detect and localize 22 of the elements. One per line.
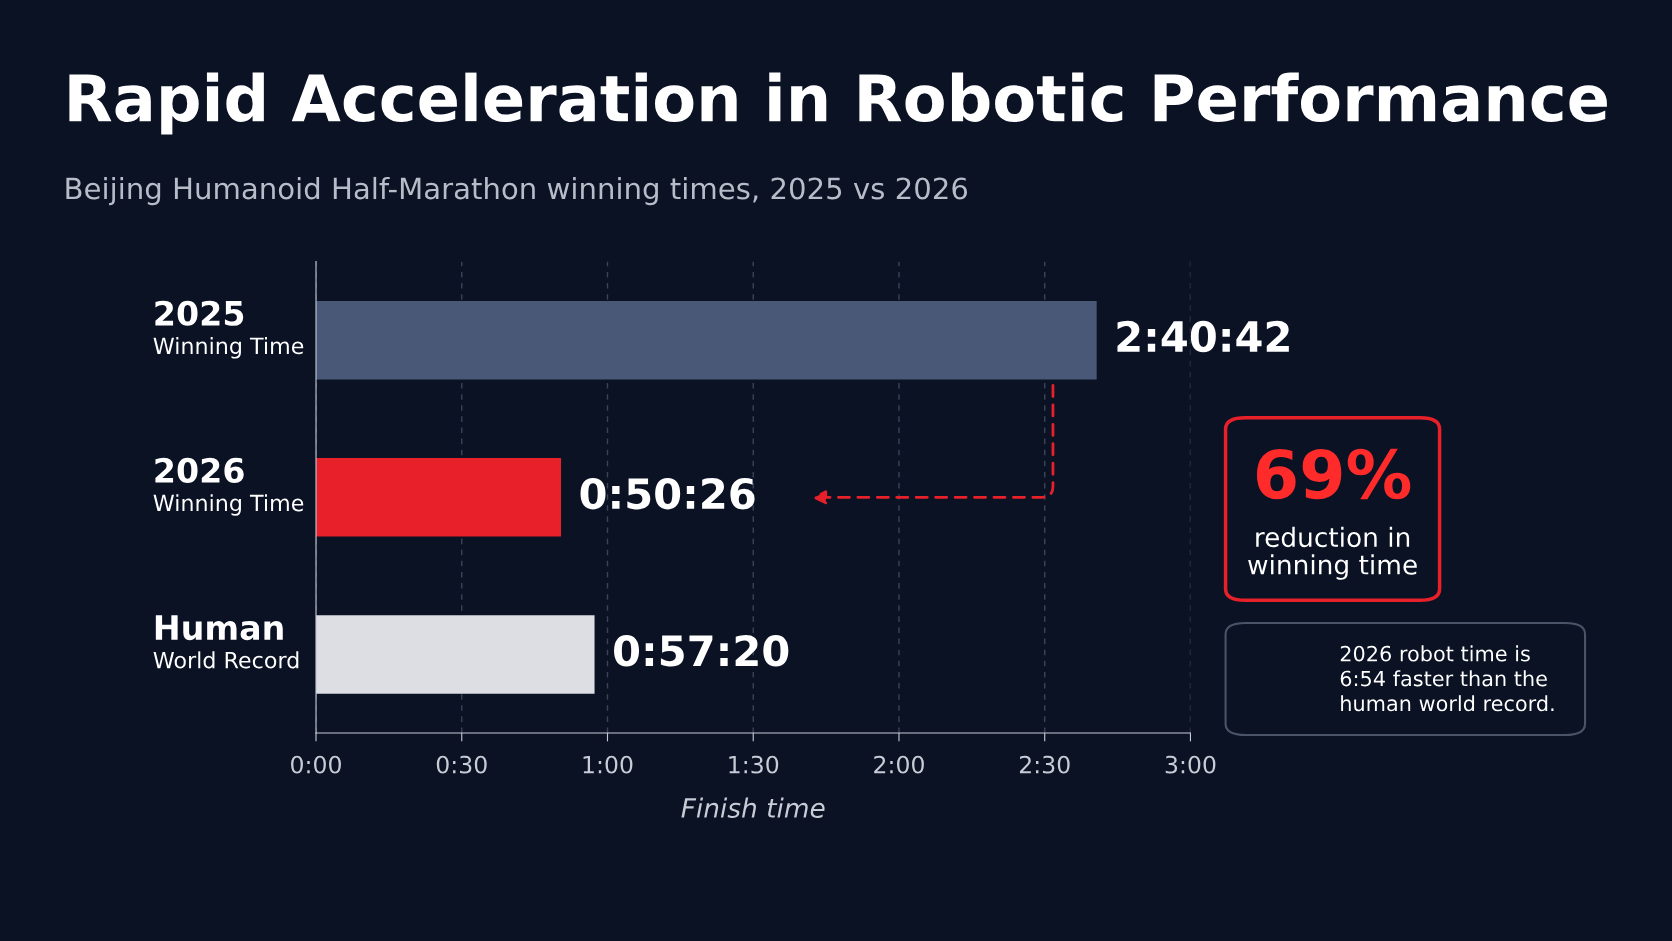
bar — [316, 300, 1097, 380]
y-tick-label: 2026 Winning Time — [153, 457, 304, 516]
x-tick-label: 1:00 — [583, 755, 633, 774]
bar — [316, 458, 562, 537]
x-tick-label: 0:30 — [436, 755, 487, 774]
x-tick-label: 3:00 — [1165, 755, 1216, 774]
data-label: 0:57:20 — [614, 635, 789, 667]
data-label: 0:50:26 — [580, 477, 755, 510]
data-label: 2:40:42 — [1117, 320, 1289, 353]
y-tick-label: 2025 Winning Time — [153, 300, 304, 359]
text: reduction in winning time — [1248, 526, 1417, 580]
chart-subtitle: Beijing Humanoid Half-Marathon winning times, 2025 vs 2026 — [66, 176, 968, 206]
x-tick-label: 0:00 — [291, 755, 341, 774]
x-tick-label: 2:00 — [874, 755, 924, 774]
x-tick-label: 2:30 — [1019, 755, 1070, 774]
bar — [316, 615, 595, 694]
y-tick-label: Human World Record — [153, 615, 299, 669]
x-tick-label: 1:30 — [729, 755, 779, 774]
chart-title: Rapid Acceleration in Robotic Performance — [69, 72, 1607, 135]
x-axis-title: Finish time — [681, 797, 825, 818]
text: 69% — [1256, 448, 1411, 500]
text: 2026 robot time is 6:54 faster than the human world record. — [1340, 645, 1554, 712]
